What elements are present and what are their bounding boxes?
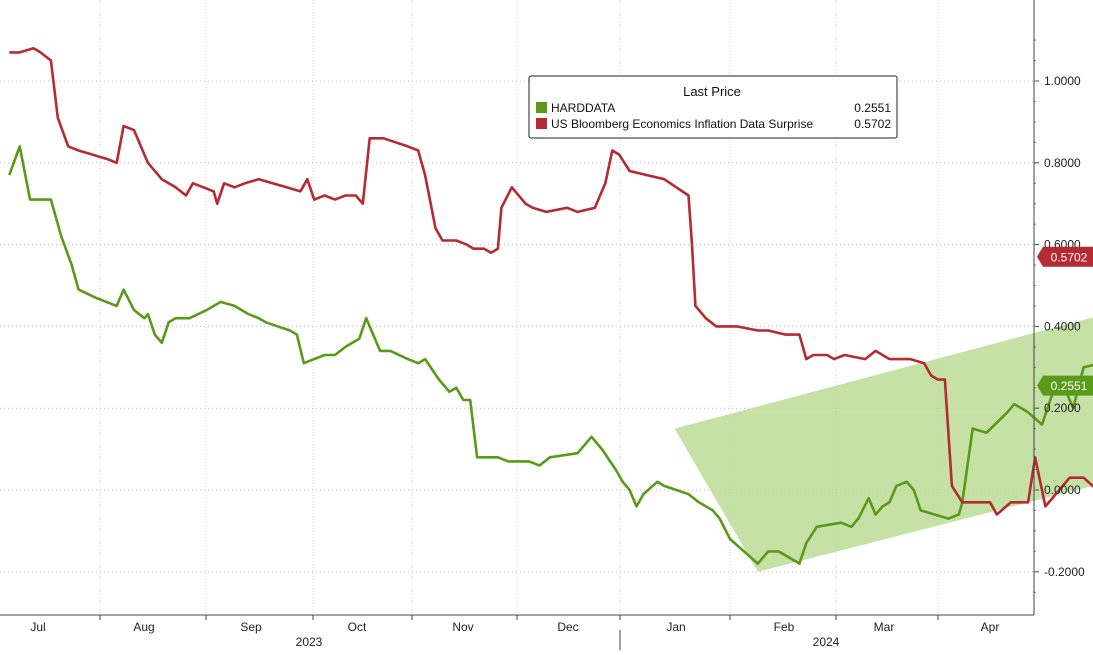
- series-layer: [8, 47, 1093, 565]
- legend-header: Last Price: [683, 84, 741, 99]
- last-price-label-0: 0.2551: [1051, 379, 1088, 393]
- x-month-label-6: Jan: [666, 620, 685, 634]
- y-tick-label-5: 0.8000: [1044, 156, 1081, 170]
- y-tick-label-0: -0.2000: [1044, 565, 1085, 579]
- legend-entry-value-0: 0.2551: [854, 101, 891, 115]
- y-tick-label-3: 0.4000: [1044, 319, 1081, 333]
- x-month-label-8: Mar: [874, 620, 895, 634]
- last-price-label-1: 0.5702: [1051, 250, 1088, 264]
- x-month-label-9: Apr: [981, 620, 1000, 634]
- y-tick-label-6: 1.0000: [1044, 74, 1081, 88]
- x-year-label-0: 2023: [296, 635, 323, 649]
- y-tick-label-1: 0.0000: [1044, 483, 1081, 497]
- legend-swatch-1: [536, 118, 547, 129]
- legend-entry-value-1: 0.5702: [854, 117, 891, 131]
- legend-swatch-0: [536, 102, 547, 113]
- x-month-label-1: Aug: [133, 620, 154, 634]
- x-month-label-3: Oct: [348, 620, 367, 634]
- last-price-tag-0: [1037, 375, 1093, 396]
- trend-channel-layer: [674, 317, 1093, 572]
- x-month-label-0: Jul: [30, 620, 45, 634]
- x-month-label-5: Dec: [557, 620, 578, 634]
- y-tick-label-2: 0.2000: [1044, 401, 1081, 415]
- legend-entry-name-1: US Bloomberg Economics Inflation Data Su…: [551, 117, 813, 131]
- legend-entry-name-0: HARDDATA: [551, 101, 615, 115]
- legend-box: [528, 75, 898, 139]
- x-year-label-1: 2024: [813, 635, 840, 649]
- trend-channel-shape: [674, 317, 1093, 572]
- x-month-label-4: Nov: [452, 620, 473, 634]
- series-line-1: [9, 47, 1093, 516]
- last-price-tag-1: [1037, 246, 1093, 267]
- x-month-label-2: Sep: [240, 620, 262, 634]
- series-line-0: [8, 145, 1093, 565]
- legend: Last Price HARDDATA 0.2551 US Bloomberg Eco…: [528, 75, 898, 139]
- x-month-label-7: Feb: [774, 620, 795, 634]
